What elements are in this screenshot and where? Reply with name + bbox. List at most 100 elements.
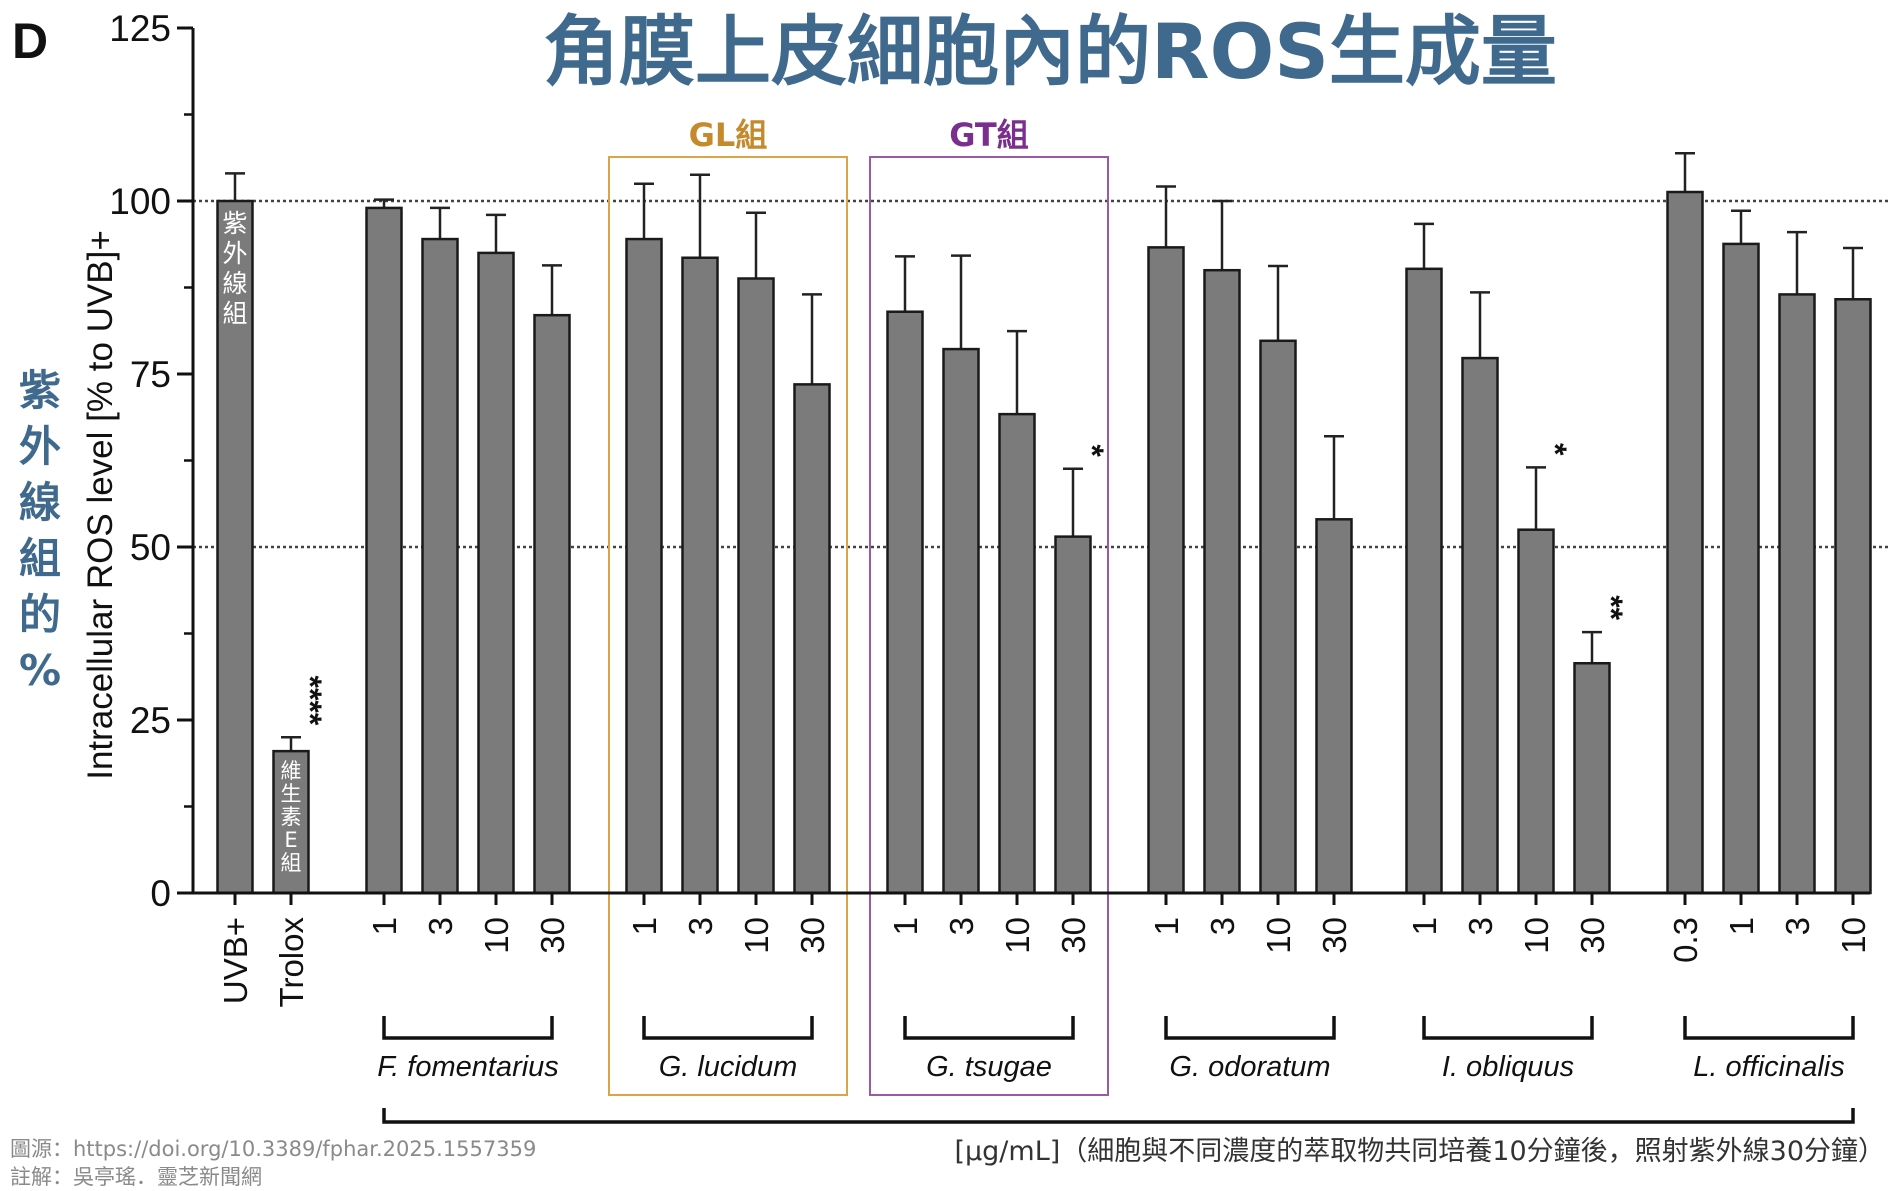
x-tick-label: 30 bbox=[794, 917, 831, 954]
all-extracts-bracket bbox=[382, 1108, 1855, 1124]
x-tick-label: 10 bbox=[1260, 917, 1297, 954]
bar bbox=[1666, 190, 1704, 895]
x-tick-label: 3 bbox=[682, 917, 719, 935]
bar bbox=[1259, 339, 1297, 895]
x-tick-label: 3 bbox=[1204, 917, 1241, 935]
y-axis-label-cn-char: 的 bbox=[19, 590, 61, 639]
x-tick-label: 1 bbox=[626, 917, 663, 935]
group-bracket bbox=[903, 1016, 1075, 1040]
bar bbox=[886, 310, 924, 895]
y-tick-label: 25 bbox=[130, 700, 171, 741]
x-tick-label: 30 bbox=[1574, 917, 1611, 954]
x-axis-unit: [µg/mL]（細胞與不同濃度的萃取物共同培養10分鐘後，照射紫外線30分鐘） bbox=[954, 1136, 1885, 1167]
bar bbox=[681, 256, 719, 895]
bar bbox=[1834, 298, 1872, 895]
y-tick-label: 100 bbox=[109, 181, 171, 222]
bar bbox=[1315, 518, 1353, 895]
bar-inner-label: 紫外線組 bbox=[222, 209, 247, 328]
x-tick-label: 30 bbox=[1055, 917, 1092, 954]
bar bbox=[1147, 246, 1185, 895]
author-note: 註解：吳亭瑤．靈芝新聞網 bbox=[10, 1165, 262, 1189]
bar-inner-label: 維生素 E 組 bbox=[281, 759, 302, 875]
x-tick-label: UVB+ bbox=[217, 917, 254, 1004]
bar bbox=[625, 237, 663, 895]
bar bbox=[365, 206, 403, 895]
y-axis-label-cn-char: 線 bbox=[19, 478, 61, 527]
y-axis-label: Intracellular ROS level [% to UVB]+ bbox=[81, 230, 120, 780]
group-bracket bbox=[1683, 1016, 1855, 1040]
x-tick-label: 30 bbox=[1316, 917, 1353, 954]
x-tick-label: 1 bbox=[1723, 917, 1760, 935]
y-axis-label-cn-char: 外 bbox=[19, 422, 61, 471]
group-bracket bbox=[1422, 1016, 1594, 1040]
x-tick-label: 1 bbox=[1406, 917, 1443, 935]
y-tick-label: 75 bbox=[130, 354, 171, 395]
bar bbox=[1517, 528, 1555, 895]
significance-marker: **** bbox=[292, 675, 328, 725]
x-tick-label: 10 bbox=[999, 917, 1036, 954]
x-tick-label: Trolox bbox=[273, 917, 310, 1008]
bar bbox=[216, 199, 254, 895]
x-tick-label: 30 bbox=[534, 917, 571, 954]
bar bbox=[272, 749, 310, 895]
group-highlight-boxes: GL組 GT組 bbox=[608, 116, 1109, 1096]
x-tick-label: 3 bbox=[943, 917, 980, 935]
x-tick-label: 10 bbox=[738, 917, 775, 954]
panel-letter: D bbox=[12, 13, 48, 69]
chart-title: 角膜上皮細胞內的ROS生成量 bbox=[543, 7, 1557, 96]
bar bbox=[998, 412, 1036, 895]
reference-lines bbox=[193, 199, 1890, 549]
bar bbox=[421, 237, 459, 895]
group-label: G. lucidum bbox=[659, 1051, 798, 1083]
group-label: F. fomentarius bbox=[377, 1051, 559, 1083]
significance-marker: ** bbox=[1593, 595, 1629, 620]
x-tick-label: 0.3 bbox=[1667, 917, 1704, 963]
bar bbox=[533, 313, 571, 895]
y-axis-label-cn-char: % bbox=[19, 646, 61, 695]
x-tick-label: 1 bbox=[887, 917, 924, 935]
gt-group-box bbox=[869, 156, 1109, 1096]
y-tick-label: 50 bbox=[130, 527, 171, 568]
group-label: L. officinalis bbox=[1693, 1051, 1845, 1083]
bar bbox=[737, 277, 775, 895]
source-credit: 圖源：https://doi.org/10.3389/fphar.2025.15… bbox=[10, 1137, 536, 1161]
bar bbox=[1778, 293, 1816, 895]
group-label: G. tsugae bbox=[926, 1051, 1052, 1083]
x-tick-label: 1 bbox=[1148, 917, 1185, 935]
bar bbox=[1054, 535, 1092, 895]
x-tick-label: 3 bbox=[422, 917, 459, 935]
y-axis-label-cn-char: 紫 bbox=[19, 366, 61, 415]
x-tick-label: 1 bbox=[366, 917, 403, 935]
group-label: G. odoratum bbox=[1169, 1051, 1330, 1083]
bar bbox=[1203, 268, 1241, 895]
group-brackets: F. fomentarius G. lucidum G. tsugae G. odor… bbox=[377, 1016, 1855, 1124]
significance-marker: * bbox=[1074, 444, 1110, 457]
x-tick-label: 10 bbox=[1835, 917, 1872, 954]
x-tick-labels: UVB+ Trolox 1 3 10 30 1 3 10 30 1 3 10 30 1 3 10 30 1 3 10 30… bbox=[217, 893, 1872, 1007]
x-tick-label: 3 bbox=[1779, 917, 1816, 935]
x-tick-label: 10 bbox=[1518, 917, 1555, 954]
x-tick-label: 3 bbox=[1462, 917, 1499, 935]
bar bbox=[1722, 242, 1760, 895]
y-tick-label: 0 bbox=[150, 873, 171, 914]
bar bbox=[793, 383, 831, 895]
bar bbox=[1573, 662, 1611, 895]
y-tick-label: 125 bbox=[109, 8, 171, 49]
gt-group-label: GT組 bbox=[949, 116, 1029, 154]
group-bracket bbox=[1164, 1016, 1336, 1040]
x-axis-unit-note: （細胞與不同濃度的萃取物共同培養10分鐘後，照射紫外線30分鐘） bbox=[1060, 1136, 1885, 1167]
x-axis-unit-label: [µg/mL] bbox=[954, 1136, 1060, 1167]
gl-group-label: GL組 bbox=[689, 116, 768, 154]
group-bracket bbox=[642, 1016, 814, 1040]
x-tick-label: 10 bbox=[478, 917, 515, 954]
bar bbox=[1461, 356, 1499, 895]
gl-group-box bbox=[608, 156, 848, 1096]
y-axis-label-cn-char: 組 bbox=[19, 534, 61, 583]
bar bbox=[942, 347, 980, 895]
significance-marker: * bbox=[1537, 443, 1573, 456]
group-label: I. obliquus bbox=[1442, 1051, 1574, 1083]
bar bbox=[477, 251, 515, 895]
